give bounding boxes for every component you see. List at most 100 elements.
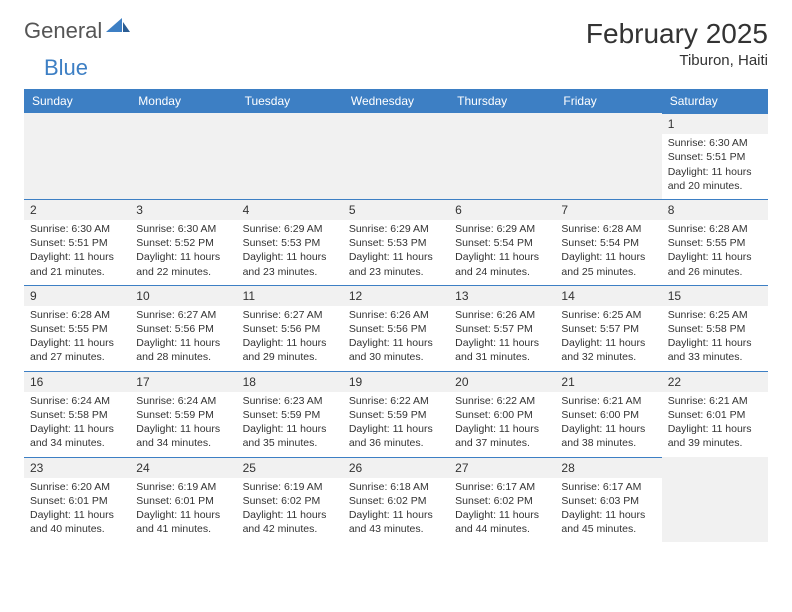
day-number: 26	[343, 458, 449, 478]
day-details: Sunrise: 6:26 AMSunset: 5:57 PMDaylight:…	[455, 308, 549, 365]
day-details: Sunrise: 6:22 AMSunset: 5:59 PMDaylight:…	[349, 394, 443, 451]
day-number: 18	[237, 372, 343, 392]
day-number: 19	[343, 372, 449, 392]
day-number: 10	[130, 286, 236, 306]
day-number: 8	[662, 200, 768, 220]
calendar-cell: 6Sunrise: 6:29 AMSunset: 5:54 PMDaylight…	[449, 199, 555, 285]
day-details: Sunrise: 6:19 AMSunset: 6:01 PMDaylight:…	[136, 480, 230, 537]
day-number: 3	[130, 200, 236, 220]
day-number: 9	[24, 286, 130, 306]
month-title: February 2025	[586, 18, 768, 50]
calendar-cell: 22Sunrise: 6:21 AMSunset: 6:01 PMDayligh…	[662, 371, 768, 457]
calendar-cell: 23Sunrise: 6:20 AMSunset: 6:01 PMDayligh…	[24, 457, 130, 543]
calendar-cell: 11Sunrise: 6:27 AMSunset: 5:56 PMDayligh…	[237, 285, 343, 371]
calendar-cell: 21Sunrise: 6:21 AMSunset: 6:00 PMDayligh…	[555, 371, 661, 457]
day-number: 15	[662, 286, 768, 306]
calendar-cell: 5Sunrise: 6:29 AMSunset: 5:53 PMDaylight…	[343, 199, 449, 285]
day-details: Sunrise: 6:25 AMSunset: 5:58 PMDaylight:…	[668, 308, 762, 365]
day-number: 27	[449, 458, 555, 478]
calendar-cell	[449, 113, 555, 199]
day-details: Sunrise: 6:18 AMSunset: 6:02 PMDaylight:…	[349, 480, 443, 537]
brand-part1: General	[24, 18, 102, 44]
calendar-cell: 15Sunrise: 6:25 AMSunset: 5:58 PMDayligh…	[662, 285, 768, 371]
calendar-cell: 26Sunrise: 6:18 AMSunset: 6:02 PMDayligh…	[343, 457, 449, 543]
calendar-cell: 16Sunrise: 6:24 AMSunset: 5:58 PMDayligh…	[24, 371, 130, 457]
calendar-cell: 9Sunrise: 6:28 AMSunset: 5:55 PMDaylight…	[24, 285, 130, 371]
day-details: Sunrise: 6:25 AMSunset: 5:57 PMDaylight:…	[561, 308, 655, 365]
day-details: Sunrise: 6:17 AMSunset: 6:02 PMDaylight:…	[455, 480, 549, 537]
calendar-cell: 19Sunrise: 6:22 AMSunset: 5:59 PMDayligh…	[343, 371, 449, 457]
brand-part2: Blue	[44, 55, 88, 81]
day-number: 14	[555, 286, 661, 306]
day-details: Sunrise: 6:24 AMSunset: 5:58 PMDaylight:…	[30, 394, 124, 451]
calendar-cell: 27Sunrise: 6:17 AMSunset: 6:02 PMDayligh…	[449, 457, 555, 543]
calendar-cell	[343, 113, 449, 199]
calendar-cell: 28Sunrise: 6:17 AMSunset: 6:03 PMDayligh…	[555, 457, 661, 543]
calendar-cell: 20Sunrise: 6:22 AMSunset: 6:00 PMDayligh…	[449, 371, 555, 457]
day-number: 21	[555, 372, 661, 392]
day-number: 6	[449, 200, 555, 220]
day-details: Sunrise: 6:21 AMSunset: 6:00 PMDaylight:…	[561, 394, 655, 451]
calendar-cell: 4Sunrise: 6:29 AMSunset: 5:53 PMDaylight…	[237, 199, 343, 285]
weekday-header: Sunday	[24, 89, 130, 113]
calendar-cell	[24, 113, 130, 199]
calendar-cell: 8Sunrise: 6:28 AMSunset: 5:55 PMDaylight…	[662, 199, 768, 285]
calendar-cell	[130, 113, 236, 199]
day-details: Sunrise: 6:29 AMSunset: 5:53 PMDaylight:…	[243, 222, 337, 279]
calendar-cell	[555, 113, 661, 199]
day-number: 2	[24, 200, 130, 220]
title-block: February 2025 Tiburon, Haiti	[586, 18, 768, 69]
day-number: 23	[24, 458, 130, 478]
sail-icon	[106, 18, 130, 32]
calendar-cell: 24Sunrise: 6:19 AMSunset: 6:01 PMDayligh…	[130, 457, 236, 543]
day-details: Sunrise: 6:29 AMSunset: 5:54 PMDaylight:…	[455, 222, 549, 279]
calendar-cell: 10Sunrise: 6:27 AMSunset: 5:56 PMDayligh…	[130, 285, 236, 371]
calendar-cell	[237, 113, 343, 199]
location-label: Tiburon, Haiti	[586, 52, 768, 69]
calendar-cell: 1Sunrise: 6:30 AMSunset: 5:51 PMDaylight…	[662, 113, 768, 199]
calendar-cell: 25Sunrise: 6:19 AMSunset: 6:02 PMDayligh…	[237, 457, 343, 543]
calendar-cell: 14Sunrise: 6:25 AMSunset: 5:57 PMDayligh…	[555, 285, 661, 371]
calendar-cell	[662, 457, 768, 543]
day-number: 5	[343, 200, 449, 220]
calendar-cell: 3Sunrise: 6:30 AMSunset: 5:52 PMDaylight…	[130, 199, 236, 285]
calendar-grid: 1Sunrise: 6:30 AMSunset: 5:51 PMDaylight…	[24, 113, 768, 542]
day-details: Sunrise: 6:30 AMSunset: 5:51 PMDaylight:…	[30, 222, 124, 279]
day-details: Sunrise: 6:27 AMSunset: 5:56 PMDaylight:…	[243, 308, 337, 365]
calendar-cell: 12Sunrise: 6:26 AMSunset: 5:56 PMDayligh…	[343, 285, 449, 371]
weekday-header: Saturday	[662, 89, 768, 113]
day-details: Sunrise: 6:23 AMSunset: 5:59 PMDaylight:…	[243, 394, 337, 451]
day-details: Sunrise: 6:17 AMSunset: 6:03 PMDaylight:…	[561, 480, 655, 537]
calendar-cell: 2Sunrise: 6:30 AMSunset: 5:51 PMDaylight…	[24, 199, 130, 285]
calendar-page: General February 2025 Tiburon, Haiti Blu…	[0, 0, 792, 542]
weekday-header: Wednesday	[343, 89, 449, 113]
day-details: Sunrise: 6:30 AMSunset: 5:51 PMDaylight:…	[668, 136, 762, 193]
day-details: Sunrise: 6:29 AMSunset: 5:53 PMDaylight:…	[349, 222, 443, 279]
day-details: Sunrise: 6:24 AMSunset: 5:59 PMDaylight:…	[136, 394, 230, 451]
day-details: Sunrise: 6:21 AMSunset: 6:01 PMDaylight:…	[668, 394, 762, 451]
day-number: 22	[662, 372, 768, 392]
day-details: Sunrise: 6:27 AMSunset: 5:56 PMDaylight:…	[136, 308, 230, 365]
day-details: Sunrise: 6:20 AMSunset: 6:01 PMDaylight:…	[30, 480, 124, 537]
weekday-header: Friday	[555, 89, 661, 113]
weekday-header: Monday	[130, 89, 236, 113]
day-number: 28	[555, 458, 661, 478]
calendar-cell: 18Sunrise: 6:23 AMSunset: 5:59 PMDayligh…	[237, 371, 343, 457]
day-details: Sunrise: 6:22 AMSunset: 6:00 PMDaylight:…	[455, 394, 549, 451]
calendar-cell: 13Sunrise: 6:26 AMSunset: 5:57 PMDayligh…	[449, 285, 555, 371]
day-details: Sunrise: 6:28 AMSunset: 5:55 PMDaylight:…	[668, 222, 762, 279]
weekday-header: Tuesday	[237, 89, 343, 113]
day-number: 25	[237, 458, 343, 478]
day-number: 20	[449, 372, 555, 392]
day-number: 13	[449, 286, 555, 306]
calendar-cell: 17Sunrise: 6:24 AMSunset: 5:59 PMDayligh…	[130, 371, 236, 457]
day-details: Sunrise: 6:19 AMSunset: 6:02 PMDaylight:…	[243, 480, 337, 537]
weekday-header-row: SundayMondayTuesdayWednesdayThursdayFrid…	[24, 89, 768, 113]
day-number: 4	[237, 200, 343, 220]
day-number: 24	[130, 458, 236, 478]
day-number: 11	[237, 286, 343, 306]
day-details: Sunrise: 6:30 AMSunset: 5:52 PMDaylight:…	[136, 222, 230, 279]
brand-logo: General	[24, 18, 130, 44]
day-number: 1	[662, 114, 768, 134]
calendar-cell: 7Sunrise: 6:28 AMSunset: 5:54 PMDaylight…	[555, 199, 661, 285]
